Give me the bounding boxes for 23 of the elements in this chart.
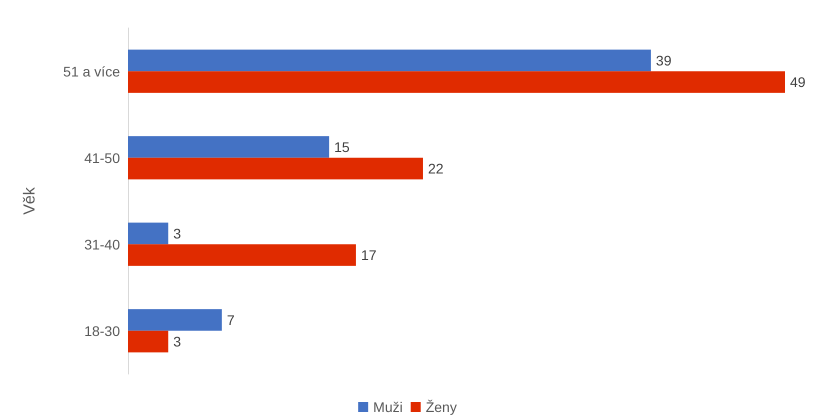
- bar: [128, 158, 423, 180]
- y-tick-label: 51 a více: [63, 63, 120, 80]
- bar: [128, 50, 651, 72]
- y-tick-label: 18-30: [84, 322, 120, 339]
- data-label: 49: [790, 74, 806, 90]
- data-label: 3: [173, 225, 182, 242]
- data-label: 39: [656, 52, 672, 68]
- bar: [128, 244, 356, 266]
- legend-label: Ženy: [426, 399, 457, 415]
- bar: [128, 330, 168, 352]
- y-tick-label: 31-40: [84, 236, 120, 252]
- bar: [128, 309, 222, 331]
- data-label: 22: [428, 160, 444, 177]
- bar: [128, 71, 785, 93]
- legend-label: Muži: [373, 399, 403, 415]
- data-label: 7: [226, 312, 235, 328]
- y-axis-title: Věk: [22, 186, 38, 215]
- data-label: 3: [173, 334, 182, 350]
- data-label: 15: [334, 138, 350, 155]
- bar: [128, 222, 168, 244]
- data-label: 17: [360, 247, 377, 264]
- y-tick-label: 41-50: [84, 150, 120, 166]
- bar: [128, 136, 330, 158]
